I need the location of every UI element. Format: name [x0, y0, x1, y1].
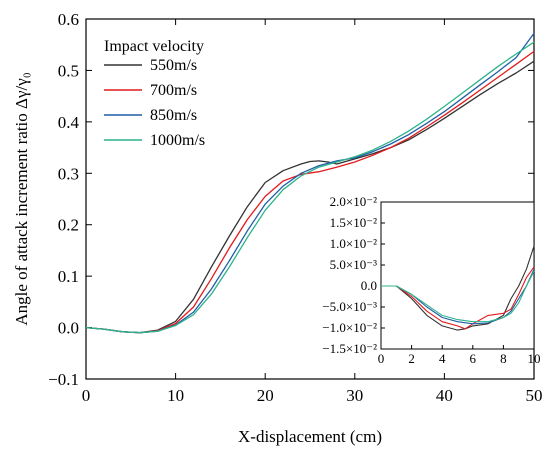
inset-axis-ticks: 0 2 4 6 8 10 −1.5×10⁻² −1.0×10⁻² −5.0×10⁻³ 0.0 5.0… — [322, 194, 540, 366]
inset-series-lines — [381, 245, 535, 331]
inset-series-line-700ms — [381, 266, 535, 330]
legend-label: 850m/s — [150, 107, 197, 124]
legend-label: 700m/s — [150, 82, 197, 99]
legend-label: 1000m/s — [150, 132, 205, 149]
inset-x-tick-label: 8 — [500, 351, 507, 366]
y-tick-label: 0.4 — [58, 113, 80, 132]
inset-y-tick-label: 5.0×10⁻³ — [330, 257, 377, 272]
inset-chart: 0 2 4 6 8 10 −1.5×10⁻² −1.0×10⁻² −5.0×10⁻³ 0.0 5.0… — [322, 194, 540, 366]
y-tick-label: 0.1 — [58, 267, 79, 286]
legend: Impact velocity 550m/s 700m/s 850m/s 1000m/… — [104, 38, 205, 149]
legend-title: Impact velocity — [104, 38, 204, 55]
inset-x-tick-label: 2 — [408, 351, 415, 366]
main-plot-frame — [85, 18, 535, 380]
main-axis-ticks: 0 10 20 30 40 50−0.10.00.10.20.30.40.50.6 — [48, 10, 542, 405]
x-tick-label: 10 — [167, 386, 184, 405]
inset-x-tick-label: 0 — [378, 351, 385, 366]
series-line-1000ms — [85, 41, 535, 334]
legend-items: 550m/s 700m/s 850m/s 1000m/s — [104, 57, 205, 149]
inset-y-tick-label: 1.0×10⁻² — [330, 236, 377, 251]
x-tick-label: 30 — [346, 386, 363, 405]
legend-label: 550m/s — [150, 57, 197, 74]
y-tick-label: 0.6 — [58, 10, 79, 29]
inset-series-line-550ms — [381, 245, 535, 331]
y-tick-label: 0.5 — [58, 61, 79, 80]
inset-x-tick-label: 10 — [528, 351, 541, 366]
x-axis-label: X-displacement (cm) — [238, 427, 382, 446]
x-tick-label: 0 — [82, 386, 91, 405]
y-tick-label: 0.3 — [58, 164, 79, 183]
x-tick-label: 20 — [257, 386, 274, 405]
x-tick-label: 50 — [526, 386, 543, 405]
inset-series-line-1000ms — [381, 271, 535, 323]
y-tick-label: −0.1 — [48, 370, 79, 389]
y-axis-label: Angle of attack increment ratio Δγ/γ₀ — [12, 72, 31, 325]
inset-y-tick-label: 0.0 — [361, 278, 377, 293]
y-tick-label: 0.2 — [58, 216, 79, 235]
inset-y-tick-label: 2.0×10⁻² — [330, 194, 377, 209]
inset-plot-frame — [380, 201, 535, 350]
inset-y-tick-label: −1.0×10⁻² — [322, 320, 377, 335]
inset-y-tick-label: −1.5×10⁻² — [322, 341, 377, 356]
main-series-lines — [85, 33, 535, 334]
inset-x-tick-label: 6 — [470, 351, 477, 366]
inset-y-tick-label: 1.5×10⁻² — [330, 215, 377, 230]
series-line-550ms — [85, 60, 535, 334]
y-tick-label: 0.0 — [58, 319, 79, 338]
inset-y-tick-label: −5.0×10⁻³ — [322, 299, 377, 314]
inset-x-tick-label: 4 — [439, 351, 446, 366]
x-tick-label: 40 — [436, 386, 453, 405]
